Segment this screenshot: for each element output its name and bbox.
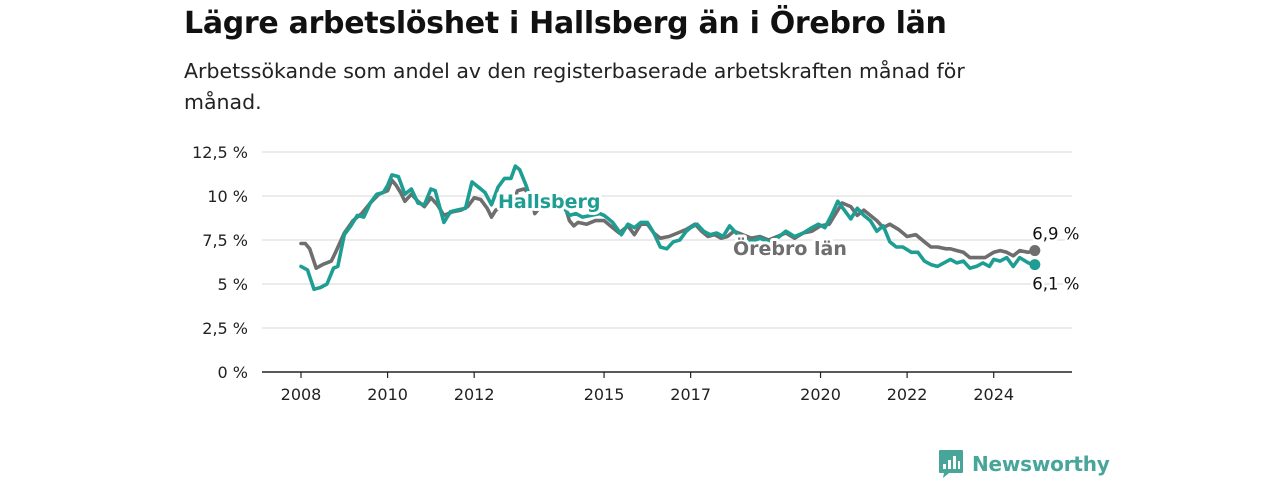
newsworthy-logo-icon [939,450,963,478]
grid-lines [262,151,1072,329]
series-name-hallsberg: Hallsberg [498,191,601,213]
end-value-label-hallsberg: 6,1 % [1032,275,1079,294]
x-axis-ticks: 2008 2010 2012 2015 2017 2020 2022 2024 [281,372,1014,404]
x-tick-label-6: 2022 [887,385,928,404]
series-line-orebro-lan [299,178,1037,270]
series-name-orebro-lan: Örebro län [733,236,847,260]
y-tick-label-2: 5 % [218,275,248,294]
y-axis-ticks: 0 % 2,5 % 5 % 7,5 % 10 % 12,5 % [192,143,248,382]
series-lines [299,164,1041,292]
x-tick-label-3: 2015 [584,385,625,404]
x-tick-label-4: 2017 [670,385,711,404]
x-tick-label-0: 2008 [281,385,322,404]
x-tick-label-5: 2020 [800,385,841,404]
y-tick-label-0: 0 % [218,363,248,382]
series-line-hallsberg [299,164,1037,292]
y-tick-label-1: 2,5 % [202,319,248,338]
chart-subtitle: Arbetssökande som andel av den registerb… [184,59,965,114]
y-tick-label-5: 12,5 % [192,143,248,162]
newsworthy-brand-name: Newsworthy [972,452,1110,476]
y-tick-label-3: 7,5 % [202,231,248,250]
line-chart: 0 %2,5 %5 %7,5 %10 %12,5 % 2008 2010 2012 2… [192,143,1082,404]
x-tick-label-2: 2012 [454,385,495,404]
newsworthy-logo: Newsworthy [938,449,1110,479]
series-end-point-orebro-lan [1029,245,1041,257]
x-tick-label-1: 2010 [367,385,408,404]
end-value-label-orebro-lan: 6,9 % [1032,225,1079,244]
x-tick-label-7: 2024 [973,385,1014,404]
series-labels: Örebro län Hallsberg 6,9 % 6,1 % [495,188,1082,296]
y-tick-label-4: 10 % [207,187,248,206]
chart-title: Lägre arbetslöshet i Hallsberg än i Öreb… [184,6,947,41]
series-end-point-hallsberg [1029,259,1041,271]
